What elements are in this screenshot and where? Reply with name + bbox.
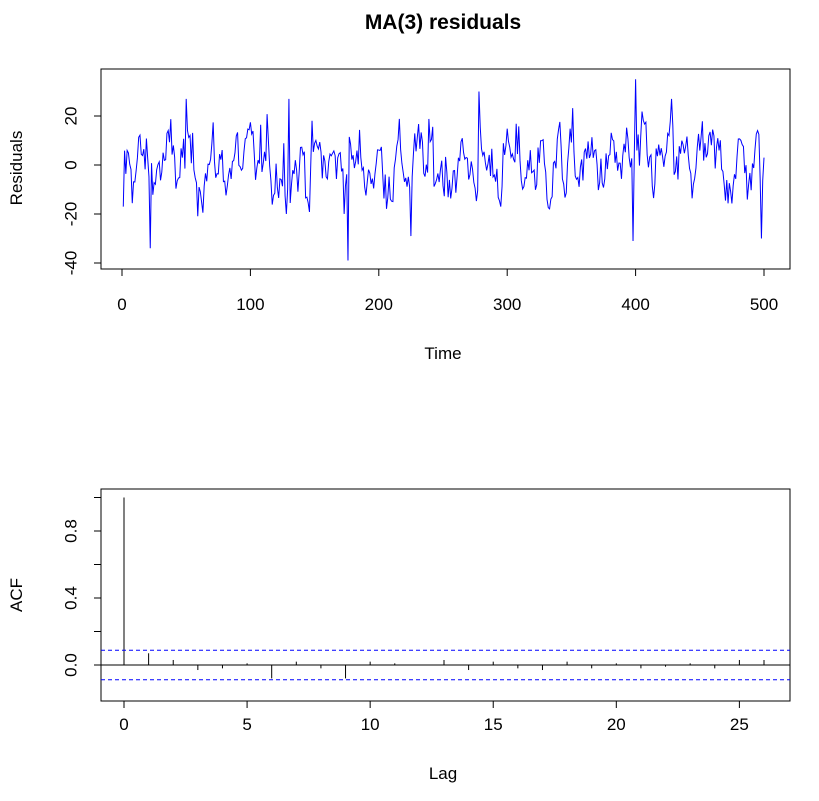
acf-y-tick-label: 0.8	[62, 519, 81, 543]
acf-x-label: Lag	[429, 764, 457, 783]
acf-x-tick-label: 20	[607, 715, 626, 734]
residuals-y-tick-label: -40	[62, 251, 81, 276]
acf-reference-lines	[101, 649, 790, 681]
acf-y-tick-label: 0.0	[62, 653, 81, 677]
acf-panel: 0 5 10 15 20 25 0.0 0.4 0.8 Lag ACF	[7, 488, 791, 783]
residuals-x-label: Time	[424, 344, 461, 363]
acf-x-tick-label: 0	[119, 715, 128, 734]
residuals-panel: MA(3) residuals 0 100 200 300 400 500 -40-200…	[7, 11, 791, 363]
residuals-x-tick-label: 200	[365, 295, 393, 314]
acf-y-axis: 0.0 0.4 0.8	[62, 497, 102, 677]
acf-x-tick-label: 25	[730, 715, 749, 734]
acf-x-axis: 0 5 10 15 20 25	[119, 700, 749, 734]
residuals-y-tick-label: -20	[62, 202, 81, 227]
residuals-x-tick-label: 300	[493, 295, 521, 314]
residuals-y-label: Residuals	[7, 131, 26, 206]
residuals-x-axis: 0 100 200 300 400 500	[117, 268, 778, 314]
acf-x-tick-label: 15	[484, 715, 503, 734]
acf-bars	[123, 497, 765, 679]
acf-x-tick-label: 10	[361, 715, 380, 734]
residuals-y-tick-label: 0	[62, 160, 81, 169]
residuals-series-line	[122, 79, 765, 261]
acf-x-tick-label: 5	[242, 715, 251, 734]
residuals-x-tick-label: 100	[236, 295, 264, 314]
residuals-y-axis: -40 -20 0 20	[62, 107, 102, 276]
residuals-x-tick-label: 0	[117, 295, 126, 314]
chart-title: MA(3) residuals	[365, 11, 521, 34]
acf-y-label: ACF	[7, 578, 26, 612]
residuals-x-tick-label: 500	[750, 295, 778, 314]
acf-y-tick-label: 0.4	[62, 586, 81, 610]
acf-plot-box	[100, 488, 791, 702]
residuals-x-tick-label: 400	[621, 295, 649, 314]
residuals-y-tick-label: 20	[62, 107, 81, 126]
